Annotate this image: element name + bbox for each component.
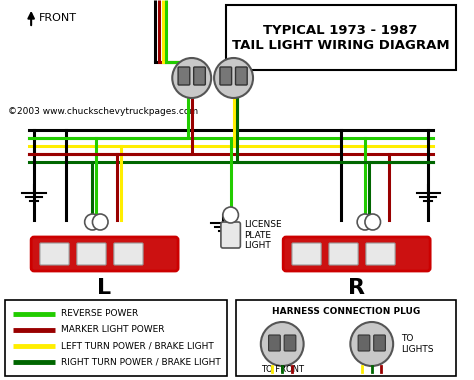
Text: TYPICAL 1973 - 1987
TAIL LIGHT WIRING DIAGRAM: TYPICAL 1973 - 1987 TAIL LIGHT WIRING DI…: [232, 24, 449, 52]
Text: HARNESS CONNECTION PLUG: HARNESS CONNECTION PLUG: [272, 307, 420, 315]
Text: RIGHT TURN POWER / BRAKE LIGHT: RIGHT TURN POWER / BRAKE LIGHT: [61, 358, 221, 366]
FancyBboxPatch shape: [358, 335, 370, 351]
FancyBboxPatch shape: [178, 67, 190, 85]
Text: TO FRONT: TO FRONT: [261, 365, 304, 374]
FancyBboxPatch shape: [374, 335, 385, 351]
Bar: [236, 300, 456, 376]
Text: TO
LIGHTS: TO LIGHTS: [401, 334, 433, 354]
FancyBboxPatch shape: [77, 243, 106, 265]
Circle shape: [261, 322, 304, 366]
Circle shape: [85, 214, 100, 230]
Bar: [5, 300, 227, 376]
Circle shape: [350, 322, 393, 366]
FancyBboxPatch shape: [221, 222, 240, 248]
FancyBboxPatch shape: [236, 67, 247, 85]
Circle shape: [92, 214, 108, 230]
Text: LICENSE
PLATE
LIGHT: LICENSE PLATE LIGHT: [244, 220, 282, 250]
Bar: [226, 5, 456, 70]
FancyBboxPatch shape: [31, 237, 178, 271]
Text: ©2003 www.chuckschevytruckpages.com: ©2003 www.chuckschevytruckpages.com: [8, 108, 198, 117]
FancyBboxPatch shape: [284, 335, 296, 351]
FancyBboxPatch shape: [283, 237, 430, 271]
FancyBboxPatch shape: [329, 243, 358, 265]
FancyBboxPatch shape: [194, 67, 205, 85]
Circle shape: [365, 214, 381, 230]
Text: LEFT TURN POWER / BRAKE LIGHT: LEFT TURN POWER / BRAKE LIGHT: [61, 342, 214, 350]
FancyBboxPatch shape: [269, 335, 280, 351]
Circle shape: [357, 214, 373, 230]
Circle shape: [172, 58, 211, 98]
FancyBboxPatch shape: [220, 67, 232, 85]
Text: MARKER LIGHT POWER: MARKER LIGHT POWER: [61, 326, 165, 334]
Circle shape: [223, 207, 238, 223]
Circle shape: [214, 58, 253, 98]
FancyBboxPatch shape: [366, 243, 395, 265]
Text: FRONT: FRONT: [39, 13, 77, 23]
Text: REVERSE POWER: REVERSE POWER: [61, 309, 138, 318]
FancyBboxPatch shape: [40, 243, 69, 265]
Text: L: L: [97, 278, 111, 298]
Text: R: R: [348, 278, 365, 298]
FancyBboxPatch shape: [114, 243, 143, 265]
FancyBboxPatch shape: [292, 243, 321, 265]
